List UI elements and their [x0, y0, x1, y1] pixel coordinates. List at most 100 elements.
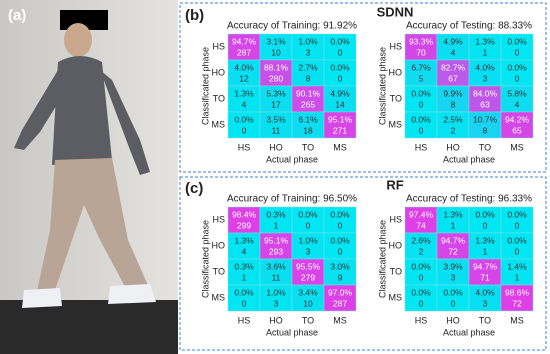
cell-count: 1 [242, 272, 247, 282]
cell-percent: 94.7% [473, 261, 498, 271]
cell-count: 8 [306, 73, 311, 83]
cell-percent: 0.0% [411, 88, 431, 98]
cell-count: 0 [515, 246, 520, 256]
matrix-title: Accuracy of Training: 91.92% [227, 21, 357, 32]
cell-count: 265 [301, 99, 315, 109]
heatmap-cell [404, 206, 438, 234]
cell-percent: 6.7% [411, 62, 431, 72]
cell-count: 9 [338, 272, 343, 282]
heatmap-cell [468, 59, 502, 87]
y-tick-label: MS [212, 119, 226, 129]
cell-percent: 3.4% [298, 287, 318, 297]
cell-count: 0 [451, 298, 456, 308]
cell-percent: 0.0% [298, 209, 318, 219]
cell-percent: 6.1% [298, 114, 318, 124]
cell-count: 8 [451, 99, 456, 109]
cell-count: 0 [419, 298, 424, 308]
panel-frame [179, 176, 547, 351]
cell-percent: 4.9% [443, 36, 463, 46]
cell-count: 1 [274, 220, 279, 230]
cell-percent: 0.0% [411, 261, 431, 271]
x-tick-label: HS [415, 315, 428, 325]
y-tick-label: HO [212, 240, 226, 250]
cell-count: 0 [419, 99, 424, 109]
cell-count: 0 [515, 47, 520, 57]
heatmap-cell [323, 85, 357, 113]
heatmap-cell [436, 111, 470, 139]
cell-count: 3 [306, 47, 311, 57]
cell-count: 10 [303, 298, 313, 308]
cell-count: 287 [333, 298, 347, 308]
cell-count: 0 [515, 220, 520, 230]
cell-count: 4 [242, 99, 247, 109]
cell-percent: 0.0% [330, 62, 350, 72]
heatmap-cell [500, 85, 534, 113]
y-tick-label: HS [389, 214, 402, 224]
cell-count: 0 [338, 47, 343, 57]
cell-percent: 2.6% [411, 235, 431, 245]
cell-percent: 97.0% [328, 287, 353, 297]
cell-count: 1 [483, 47, 488, 57]
cell-count: 0 [242, 125, 247, 135]
heatmap-cell [468, 258, 502, 286]
x-axis-label: Actual phase [266, 154, 318, 164]
cell-percent: 4.0% [475, 62, 495, 72]
x-tick-label: MS [510, 142, 524, 152]
cell-percent: 88.1% [264, 62, 289, 72]
cell-percent: 98.4% [232, 209, 257, 219]
cell-percent: 93.3% [409, 36, 434, 46]
cell-percent: 98.6% [505, 287, 530, 297]
photo [0, 0, 178, 354]
x-tick-label: HO [446, 315, 460, 325]
cell-percent: 3.5% [266, 114, 286, 124]
cell-percent: 2.5% [443, 114, 463, 124]
x-axis-label: Actual phase [443, 154, 495, 164]
cell-percent: 0.0% [411, 287, 431, 297]
cell-count: 293 [269, 246, 283, 256]
cell-count: 287 [237, 47, 251, 57]
cell-count: 17 [271, 99, 281, 109]
panel-label: (b) [185, 7, 204, 24]
heatmap-cell [291, 59, 325, 87]
panel-label: (c) [185, 180, 203, 197]
cell-count: 1 [483, 246, 488, 256]
x-tick-label: MS [333, 142, 347, 152]
cell-percent: 84.0% [473, 88, 498, 98]
cell-count: 71 [480, 272, 490, 282]
heatmap-cell [404, 59, 438, 87]
heatmap-cell [323, 111, 357, 139]
heatmap-cell [259, 206, 293, 234]
cell-percent: 95.1% [328, 114, 353, 124]
cell-percent: 0.0% [330, 36, 350, 46]
cell-percent: 4.0% [234, 62, 254, 72]
cell-percent: 3.6% [266, 261, 286, 271]
heatmap-cell [404, 33, 438, 61]
y-tick-label: MS [212, 292, 226, 302]
matrix-title: Accuracy of Testing: 96.33% [406, 194, 532, 205]
cell-count: 12 [239, 73, 249, 83]
heatmap-cell [404, 232, 438, 260]
cell-count: 11 [272, 272, 281, 282]
cell-count: 0 [338, 73, 343, 83]
group-title: RF [386, 177, 403, 192]
x-tick-label: TO [302, 142, 314, 152]
heatmap-cell [291, 284, 325, 312]
y-axis-label: Classificated phase [200, 47, 210, 125]
y-tick-label: HO [389, 240, 403, 250]
cell-percent: 0.0% [411, 114, 431, 124]
cell-count: 11 [272, 125, 281, 135]
cell-count: 65 [512, 125, 522, 135]
y-tick-label: TO [390, 93, 402, 103]
cell-count: 4 [242, 246, 247, 256]
cell-percent: 1.3% [475, 36, 495, 46]
cell-percent: 0.0% [330, 209, 350, 219]
cell-count: 279 [301, 272, 315, 282]
heatmap-cell [291, 111, 325, 139]
cell-count: 10 [271, 47, 281, 57]
cell-count: 0 [419, 272, 424, 282]
heatmap-cell [323, 258, 357, 286]
cell-percent: 5.8% [507, 88, 527, 98]
x-tick-label: HO [269, 142, 283, 152]
heatmap-cell [404, 85, 438, 113]
